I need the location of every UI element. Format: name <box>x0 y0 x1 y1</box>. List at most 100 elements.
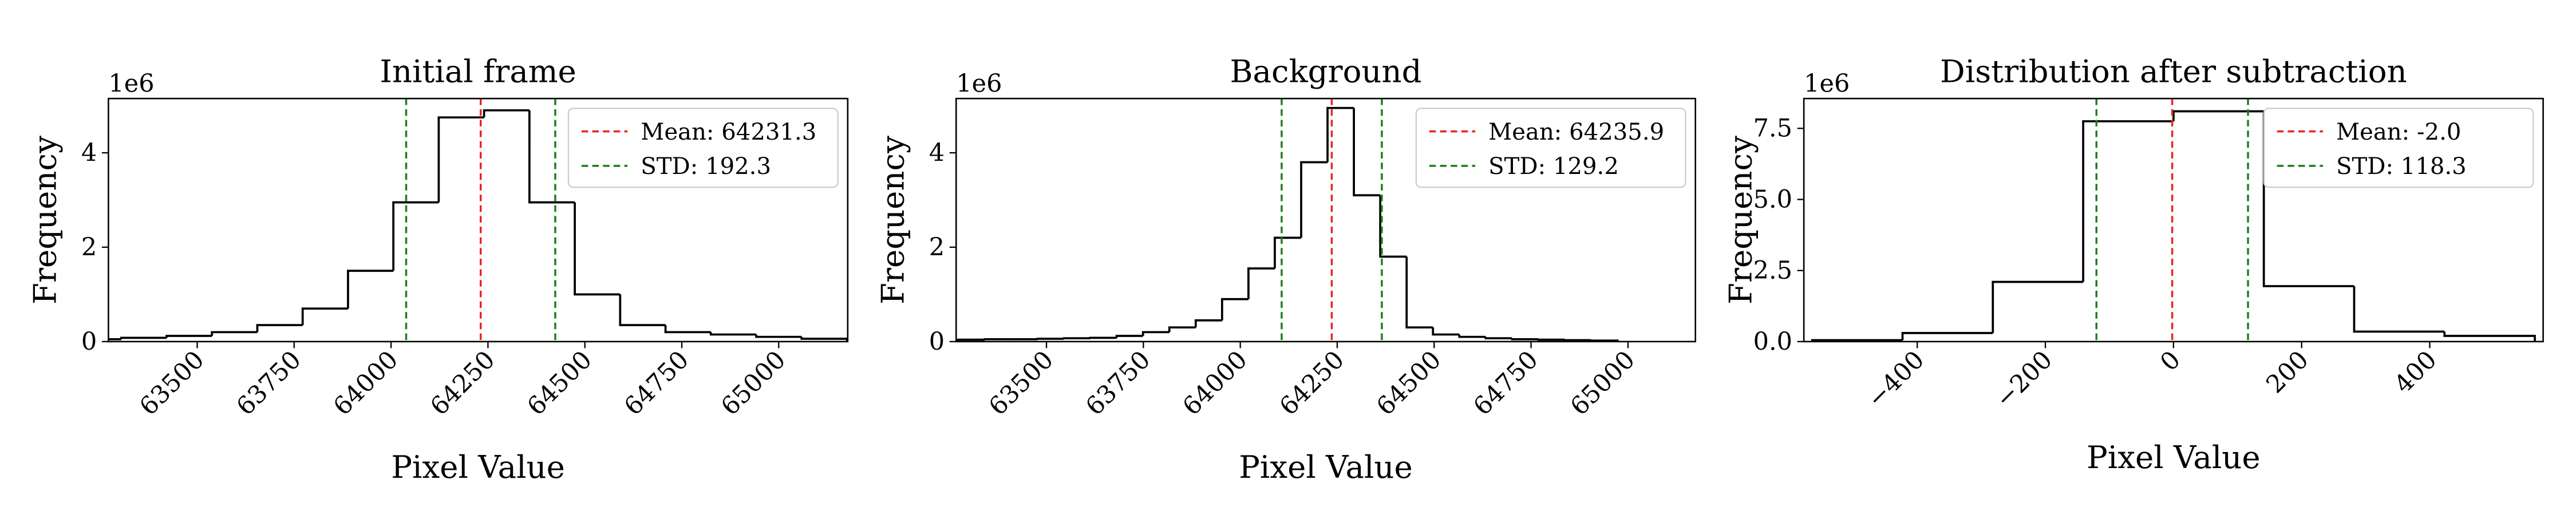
legend-label: STD: 129.2 <box>1488 153 1619 180</box>
histogram-bin <box>1353 108 1381 197</box>
legend-frame <box>567 108 839 188</box>
histogram-bin <box>301 307 348 326</box>
offset-label: 1e6 <box>108 70 154 98</box>
chart-title: Initial frame <box>380 53 576 89</box>
histogram-bin <box>1220 298 1249 320</box>
histogram-bin <box>619 294 666 326</box>
x-axis-label: Pixel Value <box>391 449 565 485</box>
histogram-bin <box>1511 338 1539 340</box>
histogram-bin <box>1458 334 1486 338</box>
axes: Initial frame 1e6 Pixel Value Frequency 0 2 4 6… <box>27 53 849 485</box>
histogram-bin <box>1901 332 1993 340</box>
histogram-bin <box>574 202 621 296</box>
y-axis-label: Frequency <box>27 136 64 304</box>
axes-frame <box>1803 97 2544 343</box>
legend-frame <box>1415 108 1686 188</box>
y-tick-label: 2 <box>81 233 97 262</box>
legend-frame <box>2263 108 2534 188</box>
legend: Mean: 64231.3 STD: 192.3 <box>567 108 839 188</box>
histogram-bin <box>347 270 394 309</box>
legend: Mean: 64235.9 STD: 129.2 <box>1415 108 1686 188</box>
histogram-bin <box>664 325 711 334</box>
x-tick-label: −200 <box>1990 346 2058 414</box>
y-tick-label: 5.0 <box>1753 185 1792 214</box>
axes: Distribution after subtraction 1e6 Pixel V… <box>1722 53 2544 476</box>
legend-label: STD: 192.3 <box>641 153 771 180</box>
y-tick-label: 4 <box>929 138 945 167</box>
legend-label: Mean: 64231.3 <box>641 119 816 145</box>
y-tick-label: 0.0 <box>1753 327 1792 356</box>
chart-title: Distribution after subtraction <box>1940 53 2407 89</box>
histogram-bin <box>1405 256 1433 329</box>
histogram-bin <box>1274 236 1302 269</box>
x-tick-label: 64500 <box>522 346 598 421</box>
x-tick-label: 64250 <box>1274 346 1350 421</box>
histogram-bin <box>1432 327 1460 336</box>
x-tick-label: 400 <box>2389 346 2442 399</box>
histogram-bin <box>2443 331 2536 342</box>
plot-area <box>956 98 1619 342</box>
x-tick-label: 63500 <box>983 346 1059 421</box>
histogram-bin <box>165 335 212 338</box>
plot-area <box>1811 98 2536 342</box>
histogram-bin <box>528 110 575 204</box>
legend-label: Mean: -2.0 <box>2336 119 2461 145</box>
histogram-bin <box>2082 120 2174 282</box>
histogram-bin <box>211 331 258 336</box>
histogram-bin <box>1992 280 2084 334</box>
chart-title: Background <box>1230 53 1421 89</box>
histogram-bin <box>1326 106 1354 163</box>
x-tick-label: −400 <box>1862 346 1930 414</box>
y-tick-label: 2.5 <box>1753 256 1792 285</box>
x-tick-label: 63750 <box>231 346 307 421</box>
y-tick-label: 2 <box>929 233 945 262</box>
x-tick-label: 64000 <box>1178 346 1253 421</box>
histogram-bin <box>1168 326 1196 332</box>
x-tick-label: 64000 <box>328 346 404 421</box>
histogram-bin <box>120 336 167 339</box>
y-axis-label: Frequency <box>1722 136 1759 304</box>
x-tick-label: 64750 <box>619 346 694 421</box>
legend-label: Mean: 64235.9 <box>1488 119 1664 145</box>
x-tick-label: 63750 <box>1080 346 1156 421</box>
x-tick-label: 65000 <box>1565 346 1641 421</box>
offset-label: 1e6 <box>1804 70 1850 98</box>
histogram-bin <box>1062 337 1091 340</box>
histogram-bin <box>755 334 802 338</box>
x-tick-label: 65000 <box>716 346 791 421</box>
histogram-bin <box>437 116 484 203</box>
offset-label: 1e6 <box>956 70 1002 98</box>
y-tick-label: 0 <box>81 327 97 356</box>
histogram-bin <box>1141 331 1170 336</box>
histogram-bin <box>1194 319 1222 328</box>
histogram-bin <box>1537 338 1565 341</box>
y-tick-label: 4 <box>81 138 97 167</box>
axes-frame <box>108 97 849 343</box>
legend: Mean: -2.0 STD: 118.3 <box>2263 108 2534 188</box>
histogram-bin <box>256 324 303 332</box>
histogram-bin <box>2353 286 2445 333</box>
x-tick-label: 64750 <box>1468 346 1544 421</box>
y-axis-label: Frequency <box>874 136 911 304</box>
x-axis-label: Pixel Value <box>2087 439 2261 476</box>
x-tick-label: 63500 <box>134 346 210 421</box>
histogram-bin <box>709 332 757 336</box>
axes-frame <box>955 97 1697 343</box>
y-tick-label: 7.5 <box>1753 114 1792 143</box>
histogram-bin <box>1300 161 1328 238</box>
x-tick-label: 64250 <box>425 346 500 421</box>
plot-area <box>108 98 848 342</box>
histogram-bin <box>1379 195 1407 258</box>
x-tick-label: 0 <box>2155 346 2186 377</box>
histogram-bin <box>1115 335 1143 338</box>
histogram-bin <box>1247 267 1275 299</box>
histogram-bin <box>2172 110 2264 121</box>
histogram-bin <box>1484 336 1512 340</box>
legend-label: STD: 118.3 <box>2336 153 2467 180</box>
histogram-bin <box>983 338 1012 340</box>
x-axis-label: Pixel Value <box>1239 449 1413 485</box>
x-tick-label: 64500 <box>1371 346 1447 421</box>
histogram-bin <box>483 109 530 118</box>
